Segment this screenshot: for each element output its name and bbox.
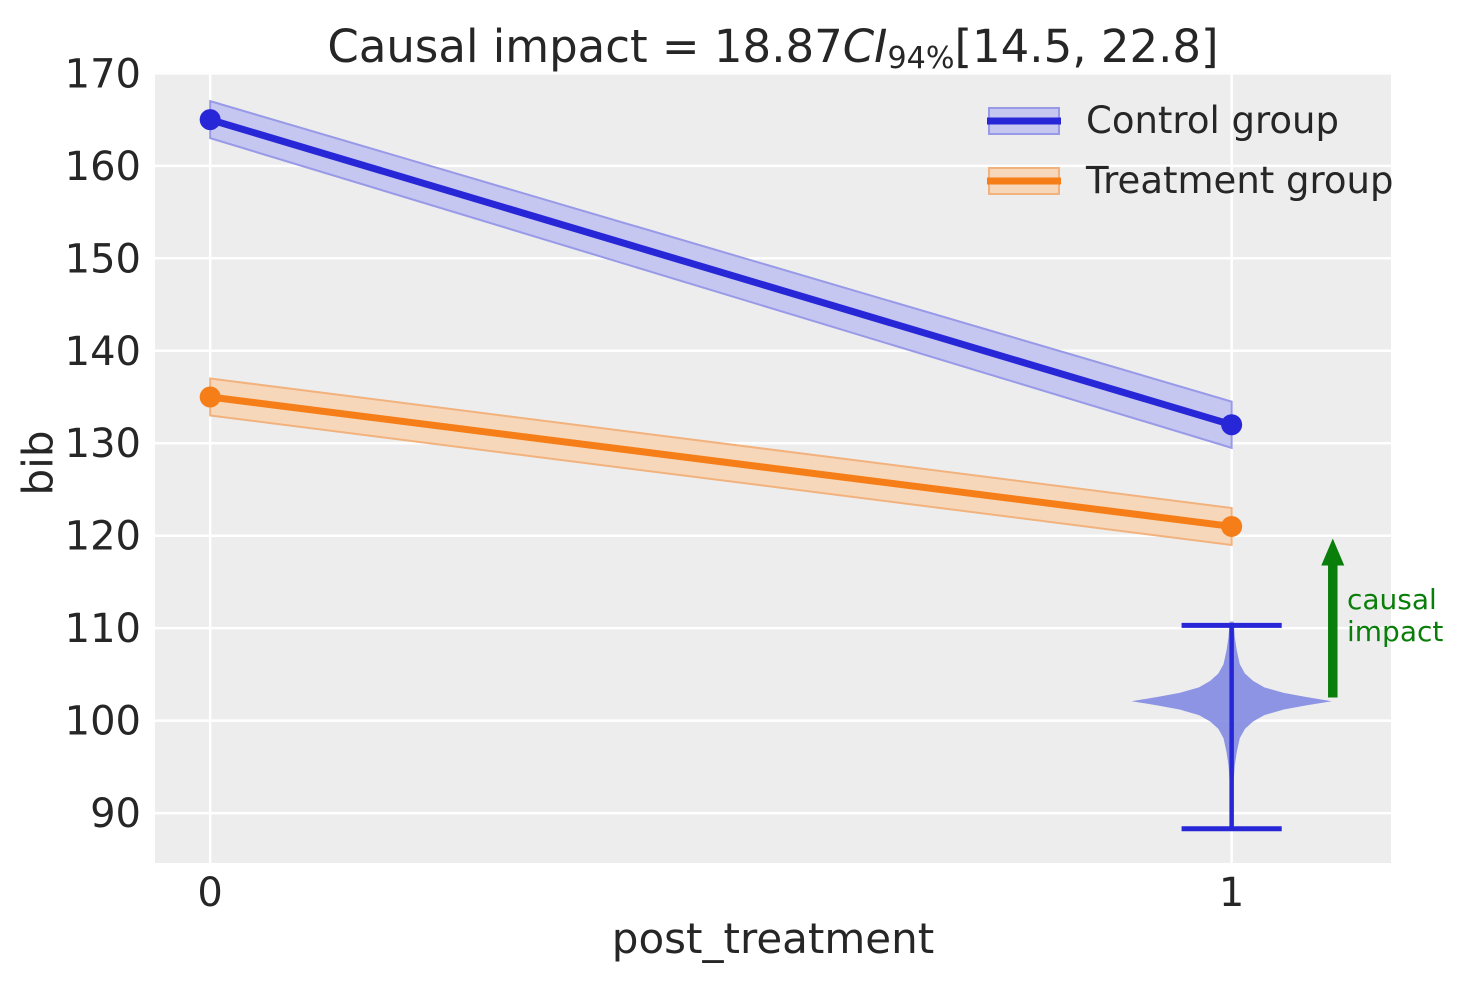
tick-label-y-90: 90 xyxy=(90,791,141,837)
treatment-line-sample xyxy=(987,177,1061,184)
control-point-0 xyxy=(199,109,221,131)
title-interval: [14.5, 22.8] xyxy=(954,20,1219,73)
tick-label-y-110: 110 xyxy=(65,606,141,652)
tick-label-y-100: 100 xyxy=(65,699,141,745)
title-ci: CI xyxy=(842,20,888,73)
causal-impact-annotation: causal impact xyxy=(1347,583,1444,649)
control-line-sample xyxy=(987,117,1061,124)
tick-label-y-120: 120 xyxy=(65,514,141,560)
y-axis-label: bib xyxy=(13,430,63,496)
treatment-point-1 xyxy=(1221,515,1243,537)
tick-label-x-1: 1 xyxy=(1219,870,1244,916)
control-point-1 xyxy=(1221,414,1243,436)
chart-title: Causal impact = 18.87CI94%[14.5, 22.8] xyxy=(155,20,1391,76)
tick-label-y-130: 130 xyxy=(65,421,141,467)
tick-label-y-150: 150 xyxy=(65,236,141,282)
tick-label-y-160: 160 xyxy=(65,144,141,190)
control-group-swatch xyxy=(987,106,1061,135)
legend-item-treatment: Treatment group xyxy=(987,159,1394,202)
causal-impact-arrow-head xyxy=(1321,538,1345,566)
x-axis-label: post_treatment xyxy=(611,914,935,963)
legend: Control group Treatment group xyxy=(987,99,1394,202)
annotation-line-2: impact xyxy=(1347,615,1444,649)
title-ci-subscript: 94% xyxy=(887,41,955,77)
legend-label-treatment: Treatment group xyxy=(1086,159,1394,202)
title-prefix: Causal impact = 18.87 xyxy=(327,20,843,73)
legend-item-control: Control group xyxy=(987,99,1394,142)
tick-label-x-0: 0 xyxy=(197,870,222,916)
legend-label-control: Control group xyxy=(1086,99,1339,142)
treatment-mean-line xyxy=(209,393,1233,530)
tick-label-y-170: 170 xyxy=(65,51,141,97)
control-mean-line xyxy=(209,116,1233,429)
treatment-point-0 xyxy=(199,386,221,408)
treatment-group-swatch xyxy=(987,166,1061,195)
tick-label-y-140: 140 xyxy=(65,329,141,375)
annotation-line-1: causal xyxy=(1347,583,1437,616)
